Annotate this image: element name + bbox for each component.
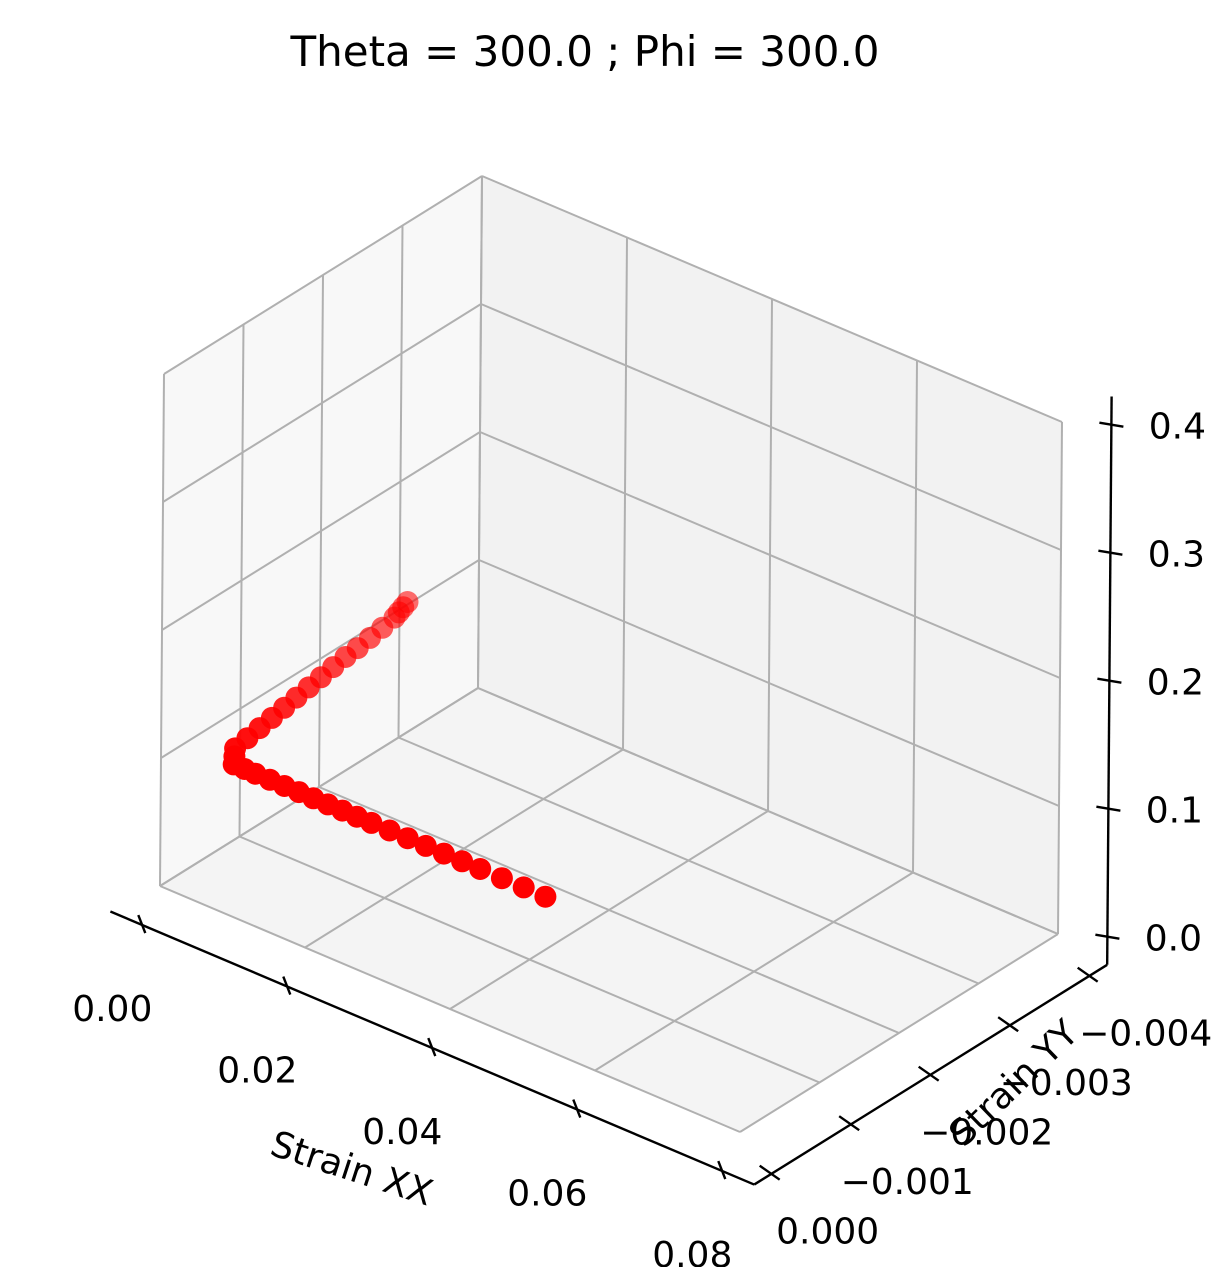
- y-tick-label: −0.004: [1079, 1014, 1212, 1055]
- grid-line-z: [163, 175, 483, 375]
- y-tick: [917, 1065, 940, 1082]
- data-point: [469, 858, 492, 880]
- z-tick-label: 0.0: [1145, 919, 1202, 960]
- axes: [109, 396, 1124, 1186]
- y-tick-label: −0.001: [841, 1162, 974, 1203]
- x-tick: [572, 1099, 582, 1118]
- grid-line-z: [480, 303, 1062, 551]
- data-points: [222, 591, 557, 908]
- data-point: [451, 850, 474, 873]
- grid-line-z: [477, 687, 1059, 935]
- x-tick: [427, 1037, 437, 1057]
- x-tick: [282, 976, 292, 995]
- data-point: [414, 834, 437, 857]
- x-tick-label: 0.00: [72, 989, 152, 1030]
- y-tick: [838, 1115, 860, 1132]
- grid-line-y: [159, 885, 741, 1133]
- z-tick: [1096, 805, 1121, 812]
- x-tick: [137, 914, 147, 934]
- grid-line-y: [239, 835, 820, 1084]
- x-tick: [717, 1160, 727, 1180]
- data-point: [360, 811, 383, 834]
- data-point: [378, 819, 401, 842]
- y-tick-label: −0.002: [920, 1113, 1053, 1154]
- grid-line-z: [162, 303, 482, 503]
- axis-panes: [160, 176, 1062, 1132]
- grid-line-z: [479, 431, 1061, 679]
- data-point: [512, 876, 535, 899]
- y-tick: [758, 1164, 781, 1181]
- y-tick-label: 0.000: [776, 1212, 879, 1253]
- data-point: [432, 842, 455, 865]
- x-tick-label: 0.08: [652, 1235, 732, 1267]
- y-tick-label: −0.003: [1000, 1063, 1133, 1104]
- z-tick-label: 0.1: [1146, 791, 1203, 832]
- z-tick: [1098, 549, 1123, 556]
- z-tick-label: 0.2: [1147, 663, 1204, 704]
- z-tick: [1097, 677, 1122, 684]
- x-tick-label: 0.04: [362, 1112, 442, 1153]
- z-tick-label: 0.3: [1148, 535, 1205, 576]
- data-point: [396, 827, 419, 850]
- chart-title: Theta = 300.0 ; Phi = 300.0: [289, 27, 879, 76]
- tick-labels: 0.00 0.02 0.04 0.06 0.08 0.000 −0.001 −0.002 −0.…: [72, 407, 1212, 1267]
- grid-line-y: [398, 736, 979, 985]
- data-point: [534, 885, 557, 908]
- z-tick: [1099, 421, 1124, 428]
- x-tick-label: 0.02: [217, 1051, 297, 1092]
- grid-line-z: [160, 559, 480, 759]
- y-tick: [997, 1016, 1019, 1033]
- grid-line-z: [481, 175, 1063, 423]
- z-tick-label: 0.4: [1149, 407, 1206, 448]
- z-tick: [1095, 933, 1120, 940]
- grid-line-y: [318, 786, 900, 1034]
- y-tick: [1076, 966, 1099, 983]
- data-point: [490, 867, 513, 890]
- grid-line-z: [161, 431, 481, 631]
- grid-line-z: [159, 687, 479, 887]
- grid-line-z: [478, 559, 1060, 807]
- x-tick-label: 0.06: [507, 1174, 587, 1215]
